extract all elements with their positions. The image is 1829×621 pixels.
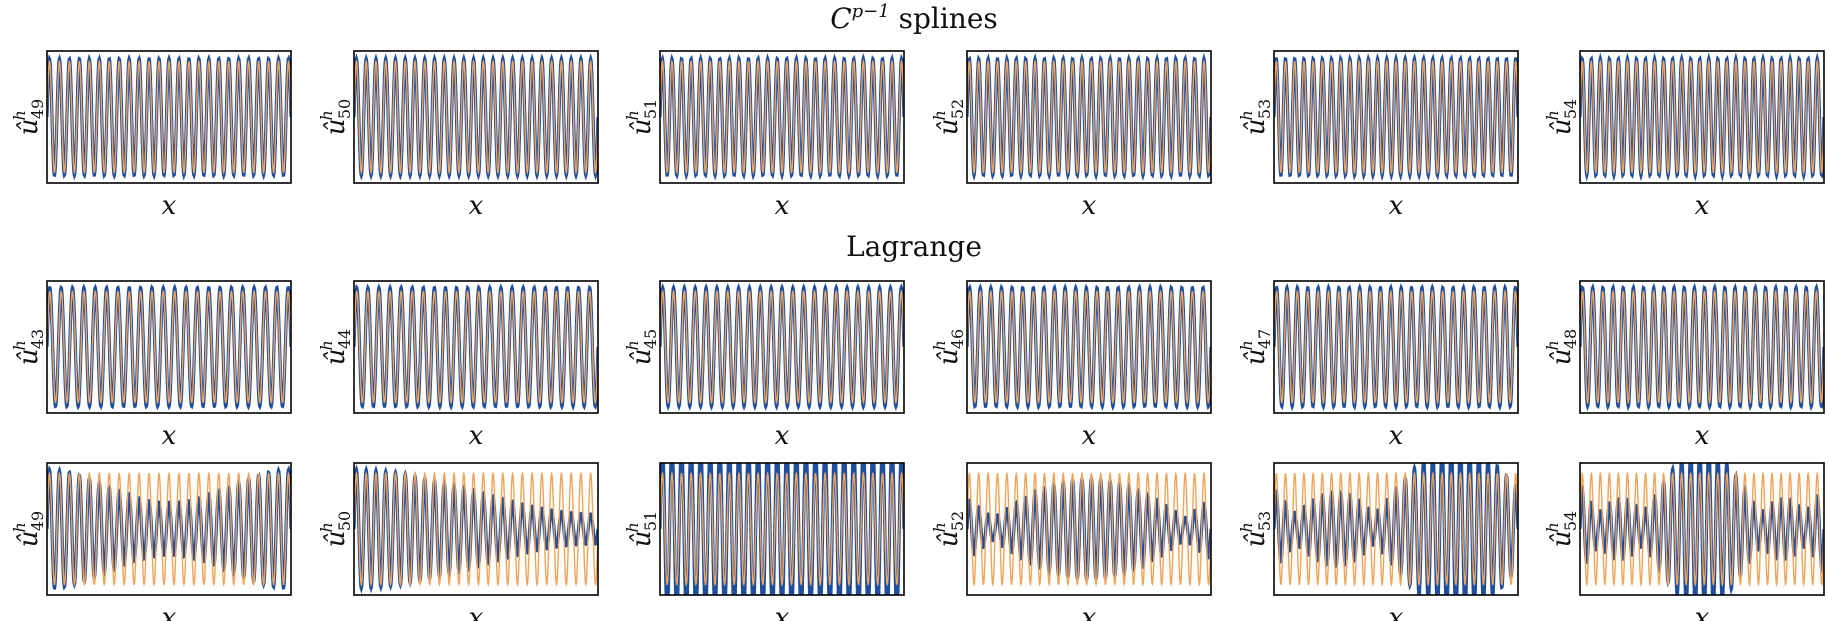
lagrange-title: Lagrange [846,230,982,263]
subplot-lagrange-47: x ûh47 [1237,280,1519,451]
axes-frame [966,50,1212,184]
y-axis-label: ûh45 [623,329,660,365]
y-axis-label: ûh48 [1543,329,1580,365]
axes-frame [1273,280,1519,414]
subplot-lagrange-49: x ûh49 [10,462,292,621]
x-axis-label: x [162,421,177,451]
subplot-cpsplines-49: x ûh49 [10,50,292,221]
series-exact-44 [354,289,598,405]
x-axis-label: x [775,191,790,221]
subplot-lagrange-50: x ûh50 [317,462,599,621]
axes-frame [1273,462,1519,596]
x-axis-label: x [162,191,177,221]
spline-title: Cp−1 splines [830,1,998,35]
x-axis-label: x [162,603,177,621]
series-numerical-51 [660,463,904,595]
series-exact-52 [967,471,1211,587]
x-axis-label: x [1389,191,1404,221]
subplot-lagrange-53: x ûh53 [1237,462,1519,621]
axes-frame [1579,280,1825,414]
axes-frame [353,462,599,596]
x-axis-label: x [1082,603,1097,621]
x-axis-label: x [469,191,484,221]
series-exact-46 [967,289,1211,405]
series-exact-54 [1580,58,1824,176]
axes-frame [659,462,905,596]
series-exact-54 [1580,470,1824,588]
x-axis-label: x [1389,421,1404,451]
y-axis-label: ûh51 [623,99,660,135]
x-axis-label: x [775,603,790,621]
y-axis-label: ûh51 [623,511,660,547]
y-axis-label: ûh53 [1237,511,1274,547]
x-axis-label: x [1695,603,1710,621]
subplot-cpsplines-54: x ûh54 [1543,50,1825,221]
axes-frame [1579,462,1825,596]
subplot-lagrange-52: x ûh52 [930,462,1212,621]
y-axis-label: ûh54 [1543,511,1580,547]
subplot-cpsplines-50: x ûh50 [317,50,599,221]
axes-frame [966,462,1212,596]
subplot-cpsplines-52: x ûh52 [930,50,1212,221]
x-axis-label: x [1389,603,1404,621]
series-numerical-45 [660,283,904,411]
series-exact-45 [660,289,904,405]
x-axis-label: x [1082,421,1097,451]
series-exact-47 [1274,289,1518,405]
y-axis-label: ûh49 [10,99,47,135]
subplot-lagrange-48: x ûh48 [1543,280,1825,451]
series-exact-51 [660,471,904,587]
series-numerical-51 [660,53,904,181]
axes-frame [353,280,599,414]
series-exact-52 [967,59,1211,175]
y-axis-label: ûh54 [1543,99,1580,135]
axes-frame [1579,50,1825,184]
series-exact-53 [1274,58,1518,175]
y-axis-label: ûh52 [930,99,967,135]
axes-frame [46,280,292,414]
series-numerical-43 [47,283,291,411]
y-axis-label: ûh50 [317,511,354,547]
axes-frame [353,50,599,184]
series-exact-49 [47,471,291,587]
y-axis-label: ûh43 [10,329,47,365]
subplot-lagrange-44: x ûh44 [317,280,599,451]
y-axis-label: ûh50 [317,99,354,135]
series-exact-49 [47,59,291,175]
axes-frame [966,280,1212,414]
y-axis-label: ûh53 [1237,99,1274,135]
subplot-lagrange-46: x ûh46 [930,280,1212,451]
subplot-lagrange-43: x ûh43 [10,280,292,451]
axes-frame [659,280,905,414]
x-axis-label: x [1695,421,1710,451]
x-axis-label: x [469,603,484,621]
x-axis-label: x [775,421,790,451]
x-axis-label: x [1695,191,1710,221]
series-exact-43 [47,289,291,405]
series-exact-53 [1274,470,1518,587]
y-axis-label: ûh47 [1237,329,1274,365]
axes-frame [1273,50,1519,184]
y-axis-label: ûh49 [10,511,47,547]
subplot-cpsplines-51: x ûh51 [623,50,905,221]
subplot-lagrange-45: x ûh45 [623,280,905,451]
axes-frame [46,50,292,184]
subplot-lagrange-54: x ûh54 [1543,462,1825,621]
axes-frame [659,50,905,184]
series-exact-50 [354,471,598,587]
axes-frame [46,462,292,596]
series-exact-50 [354,59,598,175]
panels: x ûh49 x ûh50 x ûh51 x ûh52 x ûh53 x ûh54 x ûh43 x ûh44… [10,50,1825,621]
subplot-lagrange-51: x ûh51 [623,462,905,621]
x-axis-label: x [1082,191,1097,221]
subplot-cpsplines-53: x ûh53 [1237,50,1519,221]
series-exact-51 [660,59,904,175]
y-axis-label: ûh46 [930,329,967,365]
y-axis-label: ûh52 [930,511,967,547]
y-axis-label: ûh44 [317,329,354,365]
x-axis-label: x [469,421,484,451]
series-exact-48 [1580,289,1824,405]
